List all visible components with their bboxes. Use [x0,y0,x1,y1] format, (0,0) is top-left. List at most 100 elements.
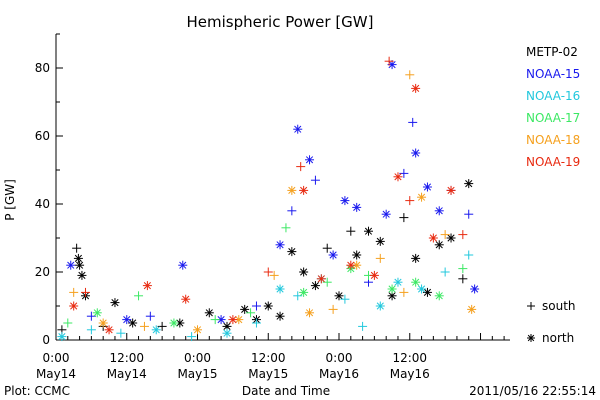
y-axis-label: P [GW] [3,179,17,221]
north-point [169,318,179,328]
north-point [305,155,315,165]
south-point [322,243,332,253]
south-point [80,287,90,297]
x-tick-label-time: 12:00 [251,351,286,365]
north-point [375,301,385,311]
north-point [422,182,432,192]
north-point [128,318,138,328]
north-point [92,308,102,318]
north-point [181,294,191,304]
north-point [287,247,297,257]
y-tick-label: 20 [35,265,50,279]
south-point [440,267,450,277]
north-point [428,233,438,243]
north-point [340,196,350,206]
south-point [246,308,256,318]
north-point [122,315,132,325]
north-point [352,250,362,260]
north-point [411,83,421,93]
south-point [281,223,291,233]
x-tick-label-date: May16 [319,367,359,381]
legend-entry: NOAA-19 [526,155,580,169]
south-point [251,301,261,311]
north-point [334,291,344,301]
south-point [187,332,197,342]
north-point [299,287,309,297]
marker-legend-label: north [542,331,574,345]
series-noaa-19 [69,56,468,335]
north-point [393,277,403,287]
north-point [387,60,397,70]
north-point [369,270,379,280]
north-point [57,332,67,342]
footer-credit: Plot: CCMC [4,384,70,398]
y-tick-label: 40 [35,197,50,211]
south-point [210,315,220,325]
south-point [340,294,350,304]
north-point [66,260,76,270]
north-point [446,185,456,195]
north-point [69,301,79,311]
south-point [145,311,155,321]
north-point [142,281,152,291]
north-point [275,240,285,250]
north-point [467,304,477,314]
south-point [328,304,338,314]
north-point [299,185,309,195]
marker-legend: south north [527,299,576,345]
north-point [110,298,120,308]
north-point [375,236,385,246]
north-point [287,185,297,195]
marker-legend-south: south [527,299,576,313]
north-point [387,284,397,294]
south-point [86,325,96,335]
legend-entry: NOAA-18 [526,133,580,147]
south-point [405,196,415,206]
south-point [251,318,261,328]
north-point [275,284,285,294]
south-point [69,287,79,297]
south-point [263,267,273,277]
x-tick-label-time: 0:00 [43,351,70,365]
x-tick-label-date: May15 [177,367,217,381]
north-point [178,260,188,270]
south-point [375,253,385,263]
series-legend: METP-02 NOAA-15 NOAA-16 NOAA-17 NOAA-18 NOAA-… [526,45,580,169]
north-point [204,308,214,318]
north-point [240,304,250,314]
south-point [63,318,73,328]
south-point [458,274,468,284]
x-tick-label-date: May15 [248,367,288,381]
south-point [72,243,82,253]
north-point [77,270,87,280]
north-point [381,209,391,219]
y-tick-label: 60 [35,129,50,143]
south-point [458,230,468,240]
legend-entry: NOAA-15 [526,67,580,81]
north-point [98,318,108,328]
series-noaa-16 [57,250,474,342]
plot-frame [55,34,510,341]
x-tick-label-time: 0:00 [326,351,353,365]
north-point [352,202,362,212]
south-point [116,328,126,338]
south-point [296,162,306,172]
north-point [299,267,309,277]
north-point [316,274,326,284]
south-point [458,264,468,274]
south-point [464,250,474,260]
data-points [57,56,480,342]
y-axis-ticks: 0 20 40 60 80 [35,33,63,347]
north-point [104,325,114,335]
legend-entry: NOAA-16 [526,89,580,103]
north-point [275,311,285,321]
north-point [411,148,421,158]
north-point [346,260,356,270]
x-tick-label-time: 0:00 [184,351,211,365]
south-point [346,226,356,236]
y-tick-label: 80 [35,61,50,75]
north-point [293,124,303,134]
series-noaa-18 [69,70,477,335]
